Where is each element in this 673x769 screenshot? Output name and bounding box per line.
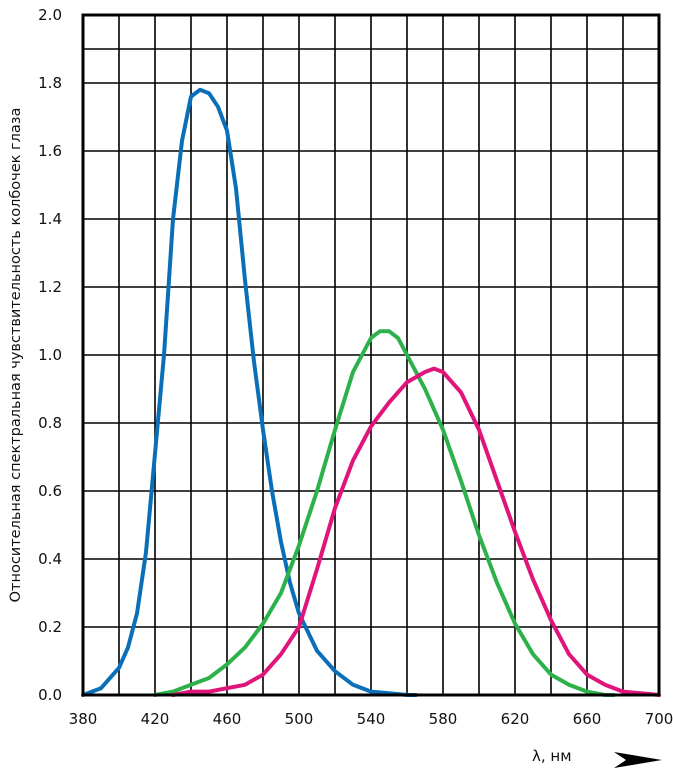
x-tick-label: 420	[141, 710, 170, 728]
y-tick-label: 0.6	[38, 482, 62, 500]
y-tick-label: 0.2	[38, 618, 62, 636]
y-tick-labels: 0.0 0.2 0.4 0.6 0.8 1.0 1.2 1.4 1.6 1.8 2.0	[38, 6, 62, 704]
y-tick-label: 2.0	[38, 6, 62, 24]
y-tick-label: 1.0	[38, 346, 62, 364]
x-axis-title: λ, нм	[532, 747, 572, 765]
x-tick-label: 460	[213, 710, 242, 728]
x-tick-label: 540	[357, 710, 386, 728]
x-tick-label: 500	[285, 710, 314, 728]
x-tick-labels: 380 420 460 500 540 580 620 660 700	[69, 710, 673, 728]
series-line-3	[171, 366, 661, 697]
x-tick-label: 700	[645, 710, 673, 728]
x-tick-label: 660	[573, 710, 602, 728]
y-tick-label: 0.4	[38, 550, 62, 568]
y-tick-label: 1.8	[38, 74, 62, 92]
x-tick-label: 380	[69, 710, 98, 728]
y-tick-label: 1.2	[38, 278, 62, 296]
series-line-1	[81, 87, 418, 697]
x-axis-arrow-icon	[614, 752, 662, 768]
y-tick-label: 1.4	[38, 210, 62, 228]
series-line-2	[153, 329, 616, 697]
plot-frame	[81, 13, 661, 697]
y-axis-title: Относительная спектральная чувствительно…	[8, 108, 24, 603]
grid	[83, 15, 659, 695]
y-tick-label: 1.6	[38, 142, 62, 160]
x-tick-label: 580	[429, 710, 458, 728]
y-tick-label: 0.0	[38, 686, 62, 704]
series-lines	[81, 87, 661, 697]
x-tick-label: 620	[501, 710, 530, 728]
y-tick-label: 0.8	[38, 414, 62, 432]
